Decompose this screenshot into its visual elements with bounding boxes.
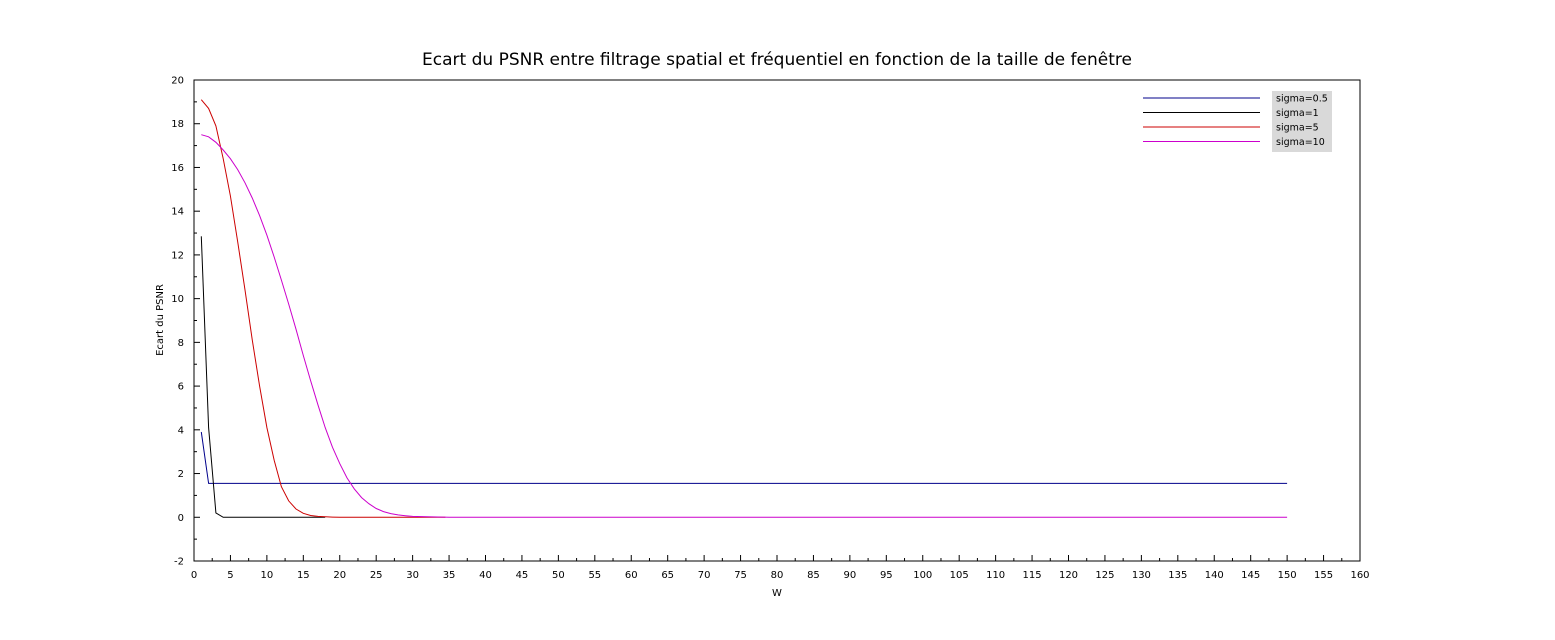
series-line-sigma-5 [200, 99, 446, 518]
x-tick-label: 70 [698, 570, 711, 581]
x-tick-label: 145 [1241, 570, 1260, 581]
plot-area-frame [193, 79, 1361, 562]
y-tick-label: 6 [178, 382, 184, 393]
x-axis: 0 5 10 15 20 25 30 35 40 45 50 55 60 65 70 75 80 85 90 95 10… [191, 555, 1370, 581]
x-tick-label: 120 [1059, 570, 1078, 581]
x-tick-label: 35 [443, 570, 456, 581]
x-axis-label: W [772, 588, 782, 599]
y-tick-label: 0 [178, 513, 184, 524]
x-tick-label: 90 [844, 570, 857, 581]
x-tick-label: 20 [333, 570, 346, 581]
x-tick-label: 50 [552, 570, 565, 581]
y-tick-label: 16 [171, 163, 184, 174]
x-tick-label: 110 [986, 570, 1005, 581]
x-tick-label: 140 [1205, 570, 1224, 581]
y-tick-label: 18 [171, 119, 184, 130]
x-tick-label: 10 [261, 570, 274, 581]
x-tick-label: 5 [227, 570, 233, 581]
legend-entry-label: sigma=10 [1276, 137, 1325, 148]
y-axis: -2 0 2 4 6 8 10 12 14 16 18 20 [171, 76, 200, 568]
x-tick-label: 160 [1350, 570, 1369, 581]
y-tick-label: 12 [171, 250, 184, 261]
x-tick-label: 25 [370, 570, 383, 581]
y-tick-label: -2 [174, 557, 184, 568]
series-layer [200, 99, 1288, 518]
x-tick-label: 155 [1314, 570, 1333, 581]
y-tick-label: 8 [178, 338, 184, 349]
legend-text-background [1272, 91, 1332, 152]
x-tick-label: 85 [807, 570, 820, 581]
x-tick-label: 95 [880, 570, 893, 581]
y-tick-label: 2 [178, 469, 184, 480]
legend-entry-label: sigma=5 [1276, 123, 1319, 134]
x-tick-label: 40 [479, 570, 492, 581]
series-line-sigma-10 [201, 134, 1288, 518]
x-tick-label: 130 [1132, 570, 1151, 581]
x-tick-label: 45 [516, 570, 529, 581]
x-tick-label: 80 [771, 570, 784, 581]
series-line-sigma-1 [200, 236, 326, 518]
x-tick-label: 30 [406, 570, 419, 581]
x-tick-label: 135 [1168, 570, 1187, 581]
x-tick-label: 115 [1023, 570, 1042, 581]
x-tick-label: 75 [734, 570, 747, 581]
y-tick-label: 10 [171, 294, 184, 305]
y-tick-label: 20 [171, 76, 184, 87]
series-line-sigma-0-5 [200, 431, 1288, 484]
x-tick-label: 15 [297, 570, 310, 581]
x-tick-label: 125 [1095, 570, 1114, 581]
x-tick-label: 150 [1278, 570, 1297, 581]
x-tick-label: 100 [913, 570, 932, 581]
legend-entry-label: sigma=0.5 [1276, 94, 1328, 105]
chart-title: Ecart du PSNR entre filtrage spatial et … [422, 50, 1132, 70]
y-tick-label: 14 [171, 207, 184, 218]
x-tick-label: 60 [625, 570, 638, 581]
x-tick-label: 0 [191, 570, 197, 581]
x-tick-label: 105 [950, 570, 969, 581]
y-tick-label: 4 [178, 425, 184, 436]
x-tick-label: 55 [588, 570, 601, 581]
y-axis-label: Ecart du PSNR [155, 284, 166, 356]
legend: sigma=0.5 sigma=1 sigma=5 sigma=10 [1143, 91, 1332, 152]
x-tick-label: 65 [661, 570, 674, 581]
legend-entry-label: sigma=1 [1276, 108, 1319, 119]
